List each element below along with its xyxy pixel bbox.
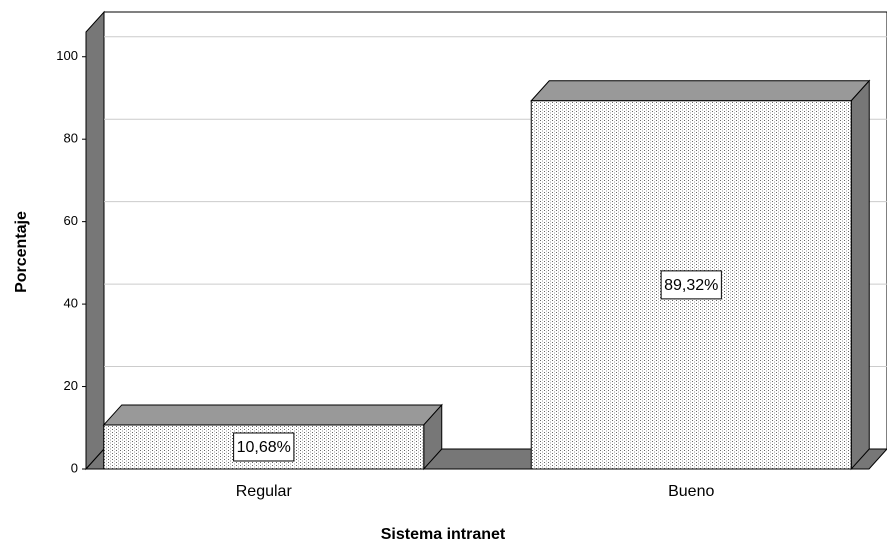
y-tick-label: 100 <box>56 48 78 63</box>
value-label: 89,32% <box>664 277 718 294</box>
x-axis-label: Sistema intranet <box>381 526 506 543</box>
x-tick-label: Bueno <box>668 483 714 500</box>
y-tick-label: 20 <box>64 378 78 393</box>
bar-side <box>850 79 870 471</box>
y-tick-label: 60 <box>64 213 78 228</box>
bar-top <box>530 80 871 102</box>
bar-top <box>102 404 443 426</box>
x-tick-label: Regular <box>236 483 293 500</box>
y-axis-label: Porcentaje <box>13 211 30 293</box>
value-label-box <box>233 432 295 462</box>
y-tick-label: 80 <box>64 131 78 146</box>
y-tick-label: 40 <box>64 296 78 311</box>
y-tick-label: 0 <box>71 460 78 475</box>
left-wall <box>85 10 105 471</box>
value-label-box <box>660 270 722 300</box>
value-label: 10,68% <box>237 439 291 456</box>
